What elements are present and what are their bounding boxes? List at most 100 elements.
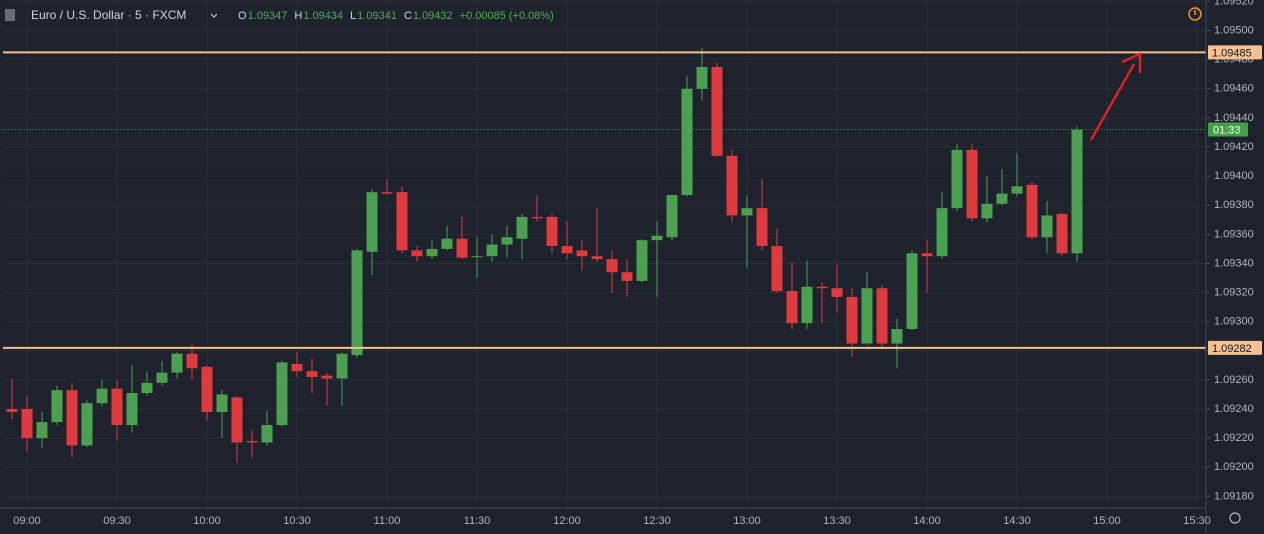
candle-body xyxy=(156,372,168,383)
candle-body xyxy=(831,288,843,297)
x-tick-label: 12:30 xyxy=(643,515,671,527)
title-chevron[interactable] xyxy=(210,13,218,18)
candle-body xyxy=(546,216,558,246)
x-tick-label: 15:30 xyxy=(1183,515,1211,527)
candle-body xyxy=(891,328,903,344)
settings-icon[interactable] xyxy=(1229,512,1241,524)
candle-body xyxy=(756,208,768,246)
candle-body xyxy=(381,192,393,194)
y-tick-label: 1.09440 xyxy=(1214,112,1254,124)
symbol-icon xyxy=(5,9,15,21)
candle-body xyxy=(201,366,213,412)
x-tick-label: 10:30 xyxy=(283,515,311,527)
candle-body xyxy=(936,208,948,257)
x-tick-label: 11:00 xyxy=(374,515,401,527)
x-tick-label: 11:30 xyxy=(464,515,491,527)
ohlc-legend: O 1.09347 H 1.09434 L 1.09341 C 1.09432 +0.00085… xyxy=(238,10,554,22)
ohlc-label: H xyxy=(294,10,302,22)
candle-body xyxy=(861,288,873,344)
y-tick-label: 1.09220 xyxy=(1214,432,1254,444)
x-tick-label: 10:00 xyxy=(193,515,221,527)
ohlc-label: C xyxy=(404,10,412,22)
candle-body xyxy=(351,250,363,356)
plot xyxy=(3,48,1206,463)
x-tick-label: 09:30 xyxy=(103,515,131,527)
ohlc-value: 1.09434 xyxy=(303,10,343,22)
x-tick-label: 12:00 xyxy=(553,515,581,527)
ohlc-change: +0.00085 (+0.08%) xyxy=(460,10,554,22)
candle-body xyxy=(666,195,678,238)
candle-body xyxy=(576,250,588,257)
annotation-arrowhead xyxy=(1121,52,1142,73)
candle-body xyxy=(6,409,18,412)
ohlc-value: 1.09432 xyxy=(413,10,453,22)
ohlc-label: O xyxy=(238,10,247,22)
y-tick-label: 1.09260 xyxy=(1214,374,1254,386)
candle-body xyxy=(726,155,738,216)
candle-body xyxy=(246,441,258,443)
candle-body xyxy=(111,388,123,426)
candle-body xyxy=(906,253,918,329)
y-tick-label: 1.09500 xyxy=(1214,24,1254,36)
level-label: 1.09485 xyxy=(1212,47,1252,59)
candle-body xyxy=(306,371,318,377)
y-tick-label: 1.09340 xyxy=(1214,257,1254,269)
candle-body xyxy=(321,375,333,379)
candle-body xyxy=(276,362,288,426)
candle-body xyxy=(696,66,708,89)
candle-body xyxy=(876,288,888,344)
candle-body xyxy=(711,66,723,156)
annotation-arrow xyxy=(1089,63,1136,141)
candle-body xyxy=(636,240,648,281)
candle-body xyxy=(591,256,603,260)
x-tick-label: 14:30 xyxy=(1003,515,1031,527)
candle-body xyxy=(66,390,78,446)
y-tick-label: 1.09460 xyxy=(1214,83,1254,95)
y-tick-label: 1.09300 xyxy=(1214,316,1254,328)
chart-title: Euro / U.S. Dollar · 5 · FXCM xyxy=(31,8,186,22)
candle-body xyxy=(171,353,183,373)
y-tick-label: 1.09360 xyxy=(1214,228,1254,240)
candle-body xyxy=(561,245,573,254)
x-tick-label: 13:00 xyxy=(733,515,761,527)
y-tick-label: 1.09320 xyxy=(1214,286,1254,298)
candle-body xyxy=(336,353,348,379)
candle-body xyxy=(261,425,273,443)
candle-body xyxy=(81,403,93,446)
candle-body xyxy=(96,388,108,404)
ohlc-value: 1.09347 xyxy=(248,10,288,22)
candle-body xyxy=(231,397,243,443)
candle-body xyxy=(426,248,438,257)
x-tick-label: 09:00 xyxy=(13,515,41,527)
y-tick-label: 1.09200 xyxy=(1214,461,1254,473)
candle-body xyxy=(411,250,423,257)
candle-body xyxy=(486,244,498,257)
candle-body xyxy=(771,245,783,292)
candle-body xyxy=(216,394,228,412)
candle-body xyxy=(816,286,828,289)
axes: 1.09180 1.09200 1.09220 1.09240 1.09260 1.092… xyxy=(13,0,1262,527)
candle-body xyxy=(531,216,543,219)
candle-body xyxy=(36,422,48,439)
candle-body xyxy=(396,192,408,251)
x-tick-label: 13:30 xyxy=(823,515,851,527)
level-label-box xyxy=(1208,340,1262,355)
x-tick-label: 15:00 xyxy=(1093,515,1121,527)
candle-body xyxy=(921,253,933,257)
candle-body xyxy=(1056,213,1068,254)
candle-body xyxy=(516,216,528,239)
ohlc-value: 1.09341 xyxy=(357,10,397,22)
candle-body xyxy=(186,353,198,369)
candle-body xyxy=(141,382,153,394)
candle-body xyxy=(1041,215,1053,238)
candle-body xyxy=(1026,184,1038,238)
alert-icon[interactable] xyxy=(1188,7,1202,21)
candle-body xyxy=(606,259,618,273)
y-tick-label: 1.09400 xyxy=(1214,170,1254,182)
y-tick-label: 1.09240 xyxy=(1214,403,1254,415)
level-label-box xyxy=(1208,45,1262,60)
candle-body xyxy=(471,256,483,258)
